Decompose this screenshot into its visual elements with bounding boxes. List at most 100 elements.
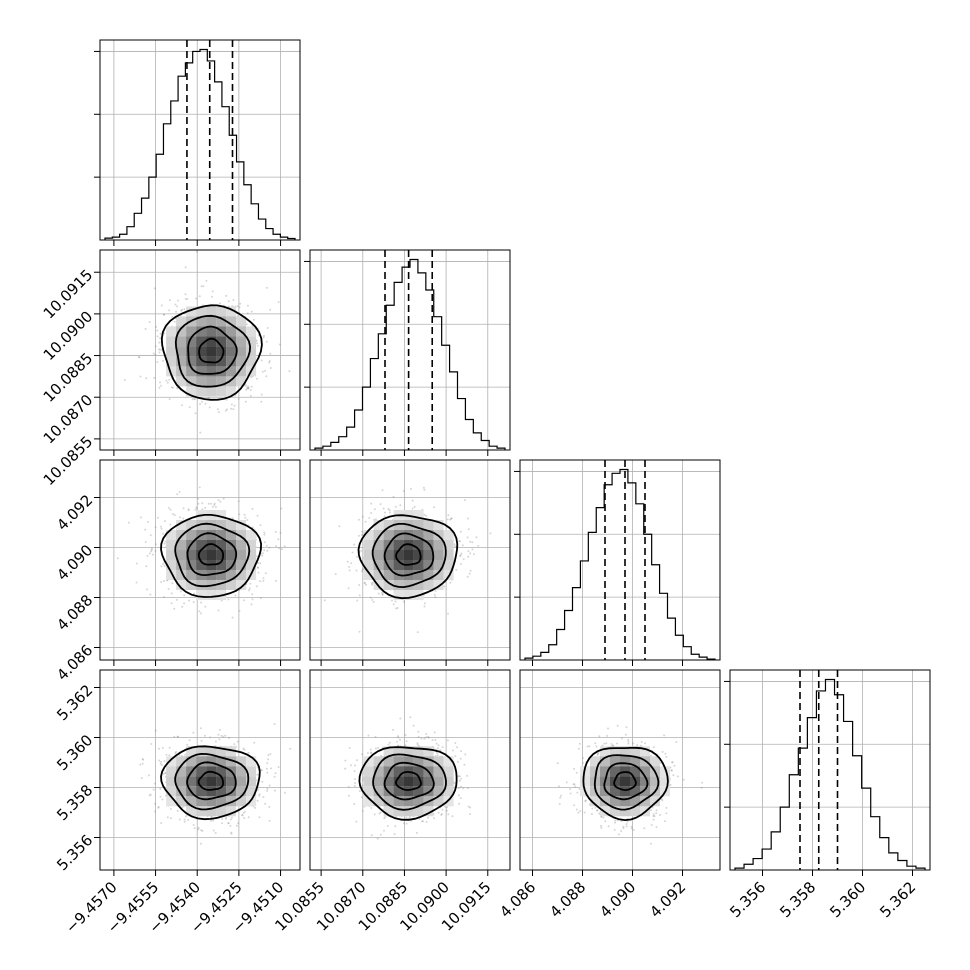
scatter-point (364, 520, 367, 523)
scatter-point (163, 772, 166, 775)
density-cell (236, 376, 247, 387)
scatter-point (258, 794, 261, 797)
scatter-point (235, 824, 238, 827)
scatter-point (374, 518, 377, 521)
density-cell (403, 796, 414, 807)
density-cell (226, 520, 237, 530)
scatter-point (267, 754, 270, 757)
scatter-point (361, 530, 363, 533)
density-cell (196, 386, 207, 397)
scatter-point (281, 548, 283, 551)
scatter-point (139, 375, 142, 378)
density-cell (363, 776, 374, 787)
scatter-point (250, 603, 253, 606)
scatter-point (160, 525, 162, 528)
scatter-point (161, 746, 164, 749)
density-cell (176, 316, 187, 327)
scatter-point (230, 832, 233, 835)
scatter-point (145, 565, 148, 568)
density-cell (166, 540, 177, 550)
density-cell (176, 786, 187, 797)
scatter-point (242, 747, 245, 750)
density-cell (413, 580, 424, 590)
scatter-point (230, 403, 233, 406)
scatter-point (436, 747, 439, 750)
scatter-point (142, 758, 145, 761)
density-cell (196, 746, 207, 757)
scatter-point (116, 557, 119, 560)
scatter-point (269, 352, 272, 355)
scatter-point (334, 573, 337, 576)
scatter-point (338, 525, 341, 528)
scatter-point (366, 752, 369, 755)
scatter-point (156, 329, 159, 332)
density-cell (176, 580, 187, 590)
scatter-point (459, 540, 461, 543)
scatter-point (251, 526, 254, 529)
scatter-point (186, 743, 189, 746)
density-cell (423, 520, 434, 530)
scatter-point (457, 794, 460, 797)
density-cell (363, 786, 374, 797)
scatter-point (373, 813, 376, 816)
density-cell (206, 376, 217, 387)
scatter-point (423, 737, 426, 740)
density-cell (443, 530, 454, 540)
density-cell (363, 560, 374, 570)
scatter-point (348, 746, 351, 749)
scatter-point (159, 348, 162, 351)
scatter-point (263, 531, 266, 534)
scatter-point (409, 716, 412, 719)
contour-level (197, 543, 224, 566)
scatter-point (382, 507, 385, 510)
scatter-point (221, 818, 224, 820)
scatter-point (396, 607, 399, 609)
scatter-point (431, 739, 434, 742)
scatter-point (158, 759, 161, 762)
scatter-point (403, 600, 406, 603)
scatter-point (449, 518, 452, 521)
density-cell (196, 776, 207, 787)
scatter-point (447, 612, 449, 615)
scatter-point (251, 598, 254, 601)
scatter-point (244, 516, 247, 519)
scatter-point (265, 286, 268, 289)
scatter-point (459, 554, 462, 557)
scatter-point (161, 798, 164, 801)
density-cell (226, 306, 237, 317)
scatter-point (260, 359, 263, 362)
density-cell (373, 796, 384, 807)
density-cell (246, 756, 257, 767)
contour-level (160, 745, 261, 821)
scatter-point (397, 744, 400, 747)
scatter-point (154, 729, 157, 732)
scatter-point (152, 788, 155, 791)
scatter-point (266, 549, 269, 552)
scatter-point (171, 513, 174, 515)
density-cell (393, 540, 404, 550)
scatter-point (434, 589, 437, 592)
scatter-point (425, 821, 428, 823)
scatter-point (198, 295, 201, 298)
scatter-point (158, 386, 161, 389)
scatter-point (157, 516, 159, 519)
scatter-point (381, 593, 384, 596)
scatter-point (458, 775, 461, 778)
scatter-point (257, 562, 259, 565)
scatter-point (278, 547, 281, 550)
scatter-point (176, 387, 179, 390)
density-cell (443, 766, 454, 777)
density-cell (393, 776, 404, 787)
scatter-point (241, 814, 244, 816)
density-cell (186, 776, 197, 787)
scatter-point (355, 820, 358, 823)
scatter-point (361, 753, 364, 756)
scatter-point (411, 499, 414, 502)
scatter-point (232, 299, 235, 301)
scatter-point (348, 794, 350, 797)
scatter-point (436, 754, 439, 757)
density-cell (196, 766, 207, 777)
density-cell (216, 786, 227, 797)
density-cell (393, 786, 404, 797)
